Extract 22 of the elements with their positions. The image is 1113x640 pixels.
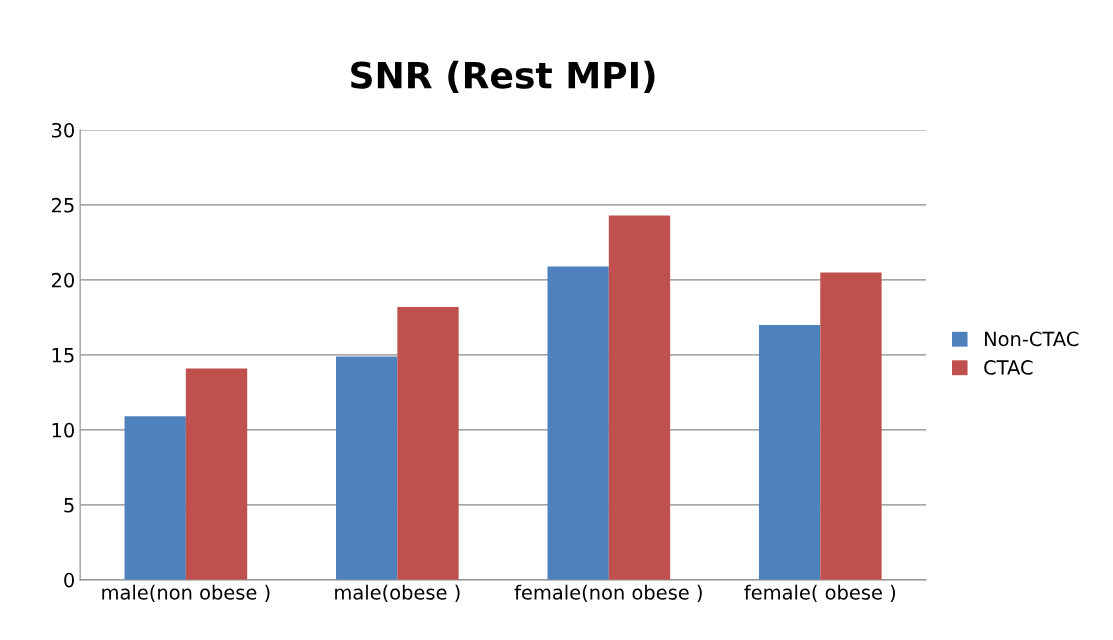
y-tick-label: 15 [52, 348, 74, 363]
bar [397, 306, 459, 580]
bar [608, 215, 671, 580]
legend-label: Non-CTAC [984, 331, 1079, 347]
y-tick-label: 10 [52, 422, 74, 438]
y-tick-label: 25 [51, 197, 74, 213]
y-tick-label: 5 [64, 498, 74, 513]
y-tick-label: 0 [64, 572, 74, 588]
bar [185, 368, 248, 580]
legend-label: CTAC [984, 360, 1033, 375]
x-tick-label: female( obese ) [744, 584, 896, 603]
chart-title: SNR (Rest MPI) [351, 60, 655, 94]
bar [124, 416, 186, 580]
bar [547, 266, 609, 580]
y-tick-label: 20 [51, 272, 74, 288]
bar [336, 356, 398, 580]
x-tick-label: male(non obese ) [102, 584, 270, 603]
x-tick-label: female(non obese ) [514, 584, 702, 603]
x-tick-label: male(obese ) [335, 584, 460, 603]
bar [820, 272, 882, 580]
bar [758, 324, 821, 580]
y-tick-label: 30 [52, 122, 74, 138]
